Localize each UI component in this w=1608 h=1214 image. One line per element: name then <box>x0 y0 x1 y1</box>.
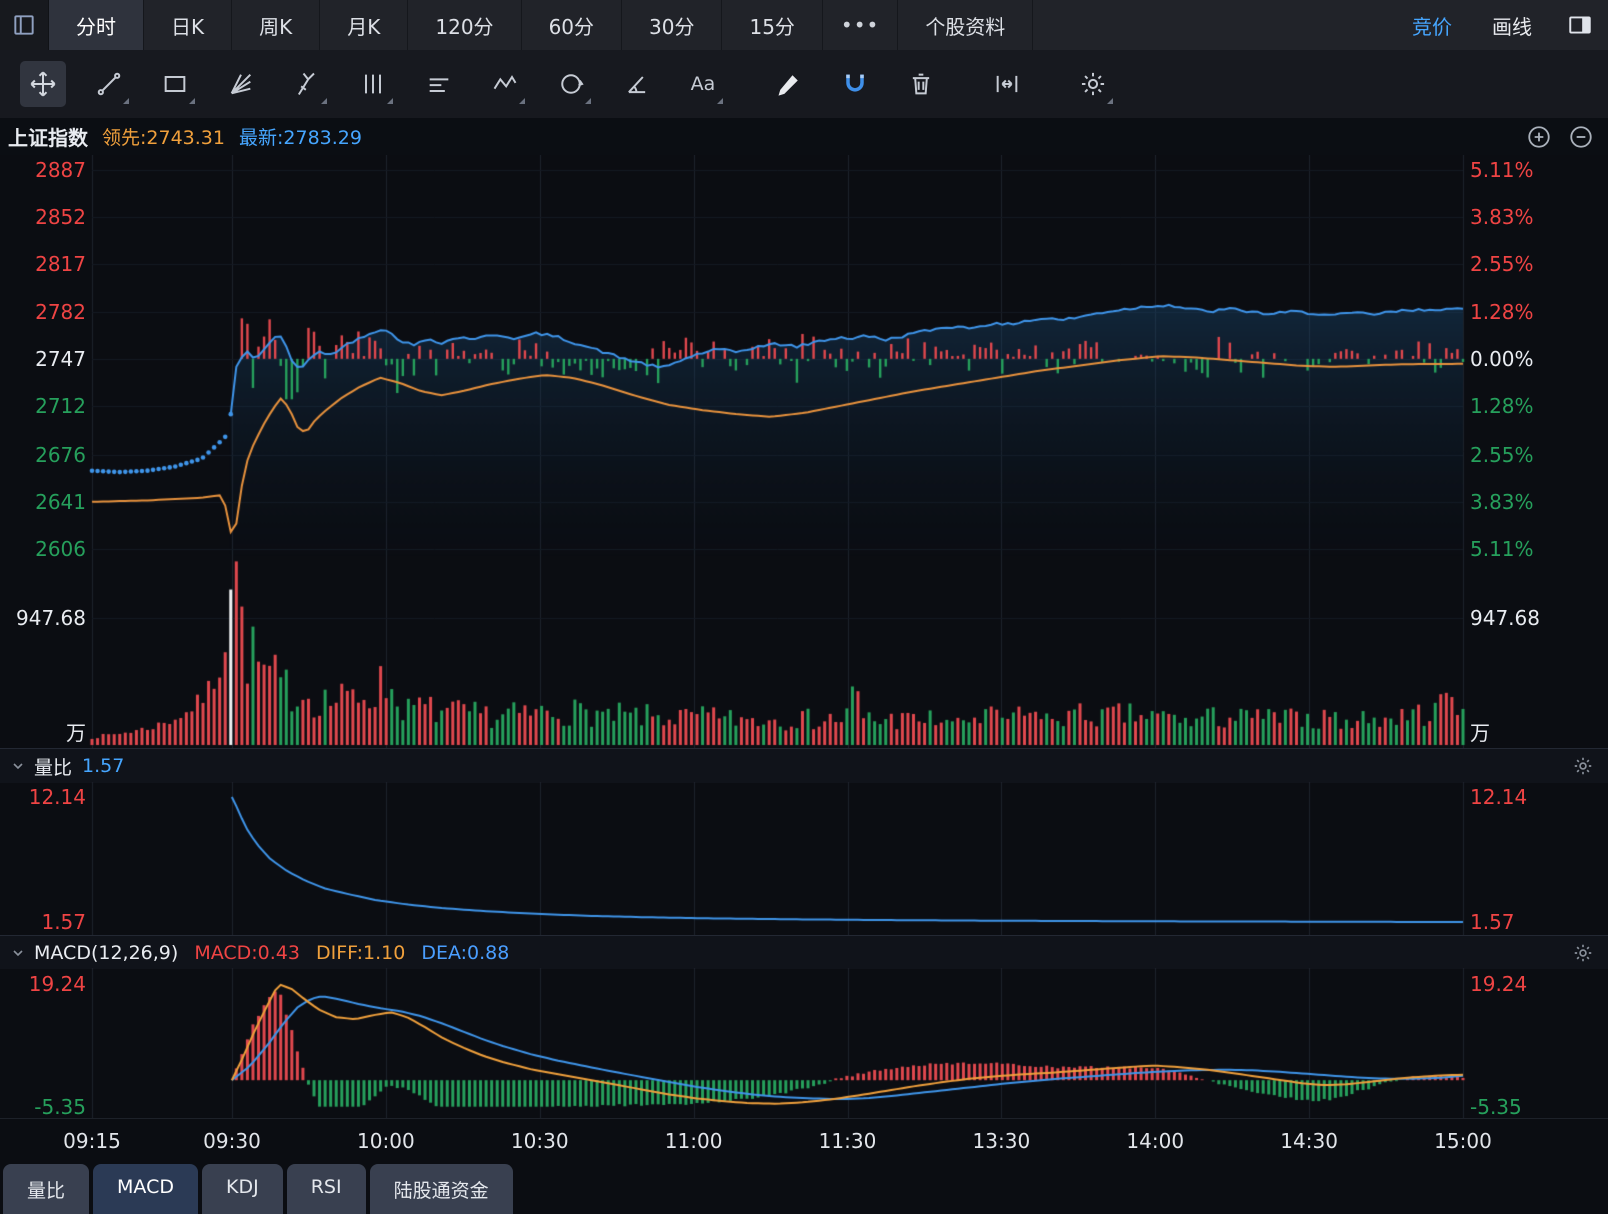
magnet-tool[interactable] <box>832 61 878 107</box>
move-tool[interactable] <box>20 61 66 107</box>
trendline-tool[interactable] <box>86 61 132 107</box>
tab-monthly-k[interactable]: 月K <box>320 0 409 50</box>
indicator-tab-macd[interactable]: MACD <box>93 1164 198 1214</box>
text-tool[interactable]: Aa <box>680 61 726 107</box>
drawing-toolbar: Aa <box>0 50 1608 119</box>
tab-60min[interactable]: 60分 <box>522 0 623 50</box>
tab-daily-k[interactable]: 日K <box>144 0 233 50</box>
wave-tool[interactable] <box>482 61 528 107</box>
macd-chart[interactable] <box>0 968 1608 1118</box>
tab-intraday[interactable]: 分时 <box>49 0 144 50</box>
time-axis-label: 14:30 <box>1280 1129 1338 1153</box>
pitchfork-tool[interactable] <box>284 61 330 107</box>
panel-toggle-icon[interactable] <box>1552 0 1608 50</box>
text-tool-glyph: Aa <box>690 73 716 95</box>
liangbi-value: 1.57 <box>82 755 125 777</box>
horizontal-line-tool[interactable] <box>416 61 462 107</box>
tab-stock-info[interactable]: 个股资料 <box>898 0 1034 50</box>
time-axis-label: 15:00 <box>1434 1129 1492 1153</box>
time-axis-label: 10:00 <box>357 1129 415 1153</box>
layout-grid-icon[interactable] <box>0 0 49 50</box>
angle-tool[interactable] <box>614 61 660 107</box>
latest-value: 最新:2783.29 <box>238 127 362 149</box>
time-axis-label: 09:30 <box>203 1129 261 1153</box>
indicator-tab-northbound[interactable]: 陆股通资金 <box>369 1164 513 1214</box>
liangbi-section-header: 量比 1.57 <box>0 748 1608 783</box>
dropdown-triangle-icon <box>321 98 327 104</box>
chart-header: 上证指数 领先:2743.31 最新:2783.29 <box>0 118 1608 155</box>
time-axis-label: 13:30 <box>972 1129 1031 1153</box>
macd-title: MACD(12,26,9) <box>34 941 179 964</box>
dropdown-triangle-icon <box>717 98 723 104</box>
period-tabbar: 分时 日K 周K 月K 120分 60分 30分 15分 ••• 个股资料 竞价… <box>0 0 1608 50</box>
liangbi-settings-icon[interactable] <box>1572 755 1594 777</box>
time-axis-label: 14:00 <box>1126 1129 1185 1153</box>
leading-value: 领先:2743.31 <box>102 127 225 149</box>
dropdown-triangle-icon <box>1107 98 1113 104</box>
time-axis-label: 11:00 <box>664 1129 723 1153</box>
dea-value: DEA:0.88 <box>421 941 510 964</box>
pencil-tool[interactable] <box>766 61 812 107</box>
zoom-out-icon[interactable] <box>1566 122 1596 152</box>
collapse-chevron-icon[interactable] <box>10 758 26 774</box>
time-axis: 09:15 09:30 10:00 10:30 11:00 11:30 13:30 14:00… <box>0 1118 1608 1165</box>
drawline-link[interactable]: 画线 <box>1492 14 1532 39</box>
gann-fan-tool[interactable] <box>218 61 264 107</box>
macd-value: MACD:0.43 <box>194 941 300 964</box>
trash-tool[interactable] <box>898 61 944 107</box>
vertical-line-tool[interactable] <box>350 61 396 107</box>
dropdown-triangle-icon <box>585 98 591 104</box>
tab-15min[interactable]: 15分 <box>722 0 823 50</box>
liangbi-title: 量比 <box>34 756 73 779</box>
tabbar-spacer <box>1033 0 1392 50</box>
tab-weekly-k[interactable]: 周K <box>232 0 321 50</box>
bidding-link[interactable]: 竞价 <box>1412 14 1452 39</box>
time-axis-label: 09:15 <box>63 1129 121 1153</box>
macd-section-header: MACD(12,26,9) MACD:0.43 DIFF:1.10 DEA:0.… <box>0 935 1608 969</box>
zoom-in-icon[interactable] <box>1524 122 1554 152</box>
dropdown-triangle-icon <box>387 98 393 104</box>
time-axis-label: 10:30 <box>510 1129 569 1153</box>
collapse-chevron-icon[interactable] <box>10 945 26 961</box>
spread-tool[interactable] <box>984 61 1030 107</box>
indicator-tab-rsi[interactable]: RSI <box>286 1164 366 1214</box>
price-volume-chart[interactable] <box>0 155 1608 748</box>
indicator-tab-kdj[interactable]: KDJ <box>201 1164 283 1214</box>
tab-120min[interactable]: 120分 <box>408 0 522 50</box>
indicator-tab-liangbi[interactable]: 量比 <box>3 1164 90 1214</box>
rectangle-tool[interactable] <box>152 61 198 107</box>
settings-tool[interactable] <box>1070 61 1116 107</box>
tab-more-periods[interactable]: ••• <box>823 0 899 50</box>
time-axis-label: 11:30 <box>818 1129 877 1153</box>
diff-value: DIFF:1.10 <box>315 941 406 964</box>
dropdown-triangle-icon <box>519 98 525 104</box>
fib-circle-tool[interactable] <box>548 61 594 107</box>
tab-30min[interactable]: 30分 <box>622 0 723 50</box>
volume-ratio-chart[interactable] <box>0 782 1608 935</box>
indicator-tabbar: 量比 MACD KDJ RSI 陆股通资金 <box>0 1164 1608 1214</box>
symbol-name: 上证指数 <box>8 126 88 150</box>
dropdown-triangle-icon <box>189 98 195 104</box>
dropdown-triangle-icon <box>123 98 129 104</box>
macd-settings-icon[interactable] <box>1572 942 1594 964</box>
